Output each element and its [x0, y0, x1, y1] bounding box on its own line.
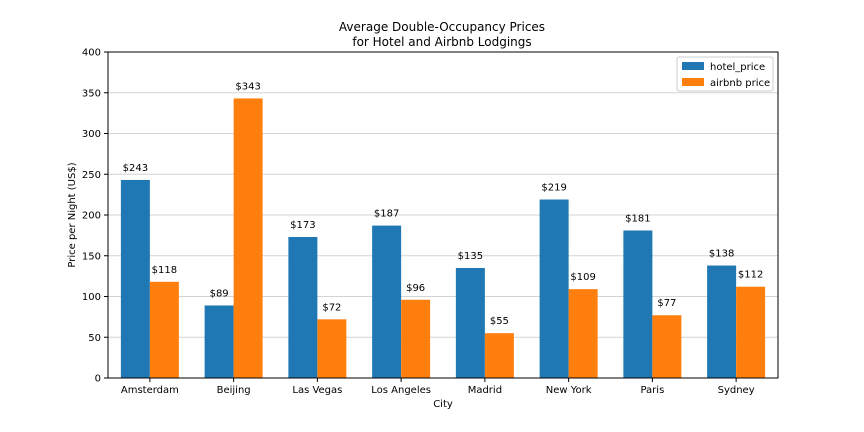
data-label: $77 — [657, 298, 676, 309]
data-label: $112 — [738, 270, 763, 281]
bar-airbnb-price — [652, 315, 682, 378]
data-label: $243 — [123, 163, 148, 174]
x-tick-label: Madrid — [468, 385, 502, 396]
bar-airbnb-price — [401, 299, 431, 378]
bar-airbnb-price — [484, 333, 514, 378]
data-label: $118 — [152, 265, 177, 276]
x-tick-label: Amsterdam — [121, 385, 179, 396]
bar-airbnb-price — [233, 98, 263, 378]
bar-hotel-price — [623, 230, 653, 378]
bar-airbnb-price — [736, 286, 766, 378]
legend-swatch — [682, 78, 704, 86]
chart-title-line-2: for Hotel and Airbnb Lodgings — [352, 35, 531, 49]
y-tick-label: 0 — [95, 374, 101, 385]
bar-hotel-price — [120, 179, 150, 378]
data-label: $138 — [709, 249, 734, 260]
data-label: $343 — [235, 81, 260, 92]
data-label: $181 — [625, 213, 650, 224]
y-tick-label: 400 — [82, 48, 101, 59]
y-tick-label: 50 — [88, 333, 101, 344]
x-axis-label: City — [433, 399, 453, 410]
data-label: $109 — [570, 272, 595, 283]
data-label: $96 — [406, 283, 425, 294]
data-label: $89 — [210, 288, 229, 299]
bar-hotel-price — [372, 225, 402, 378]
data-label: $187 — [374, 209, 399, 220]
bar-hotel-price — [204, 305, 234, 378]
y-tick-label: 350 — [82, 88, 101, 99]
legend-swatch — [682, 62, 704, 70]
bar-hotel-price — [288, 237, 318, 378]
y-tick-label: 100 — [82, 292, 101, 303]
y-axis-label: Price per Night (US$) — [67, 162, 78, 267]
grid-lines — [108, 92, 778, 338]
bar-airbnb-price — [317, 319, 347, 378]
y-axis-ticks: 0 50 100 150 200 250 300 350 400 — [82, 48, 108, 385]
y-tick-label: 200 — [82, 211, 101, 222]
data-label: $55 — [490, 316, 509, 327]
x-tick-label: New York — [546, 385, 592, 396]
x-tick-label: Las Vegas — [292, 385, 342, 396]
bar-airbnb-price — [149, 281, 179, 378]
data-label: $72 — [322, 302, 341, 313]
bars — [120, 98, 766, 378]
chart-title-line-1: Average Double-Occupancy Prices — [339, 20, 545, 34]
legend-label: hotel_price — [710, 62, 765, 73]
legend-label: airbnb price — [710, 78, 770, 89]
bar-airbnb-price — [568, 289, 598, 378]
y-tick-label: 150 — [82, 251, 101, 262]
bar-hotel-price — [455, 267, 485, 378]
y-tick-label: 250 — [82, 170, 101, 181]
x-axis-ticks: Amsterdam Beijing Las Vegas Los Angeles Madr… — [121, 378, 755, 396]
data-labels: $243 $118 $89 $343 $173 $72 $187 $96 $135 $55 $219… — [123, 81, 764, 327]
bar-hotel-price — [707, 265, 737, 378]
x-tick-label: Los Angeles — [371, 385, 431, 396]
y-tick-label: 300 — [82, 129, 101, 140]
data-label: $219 — [541, 183, 566, 194]
x-tick-label: Sydney — [718, 385, 755, 396]
x-tick-label: Beijing — [217, 385, 251, 396]
data-label: $173 — [290, 220, 315, 231]
x-tick-label: Paris — [640, 385, 664, 396]
bar-hotel-price — [539, 199, 569, 378]
data-label: $135 — [458, 251, 483, 262]
